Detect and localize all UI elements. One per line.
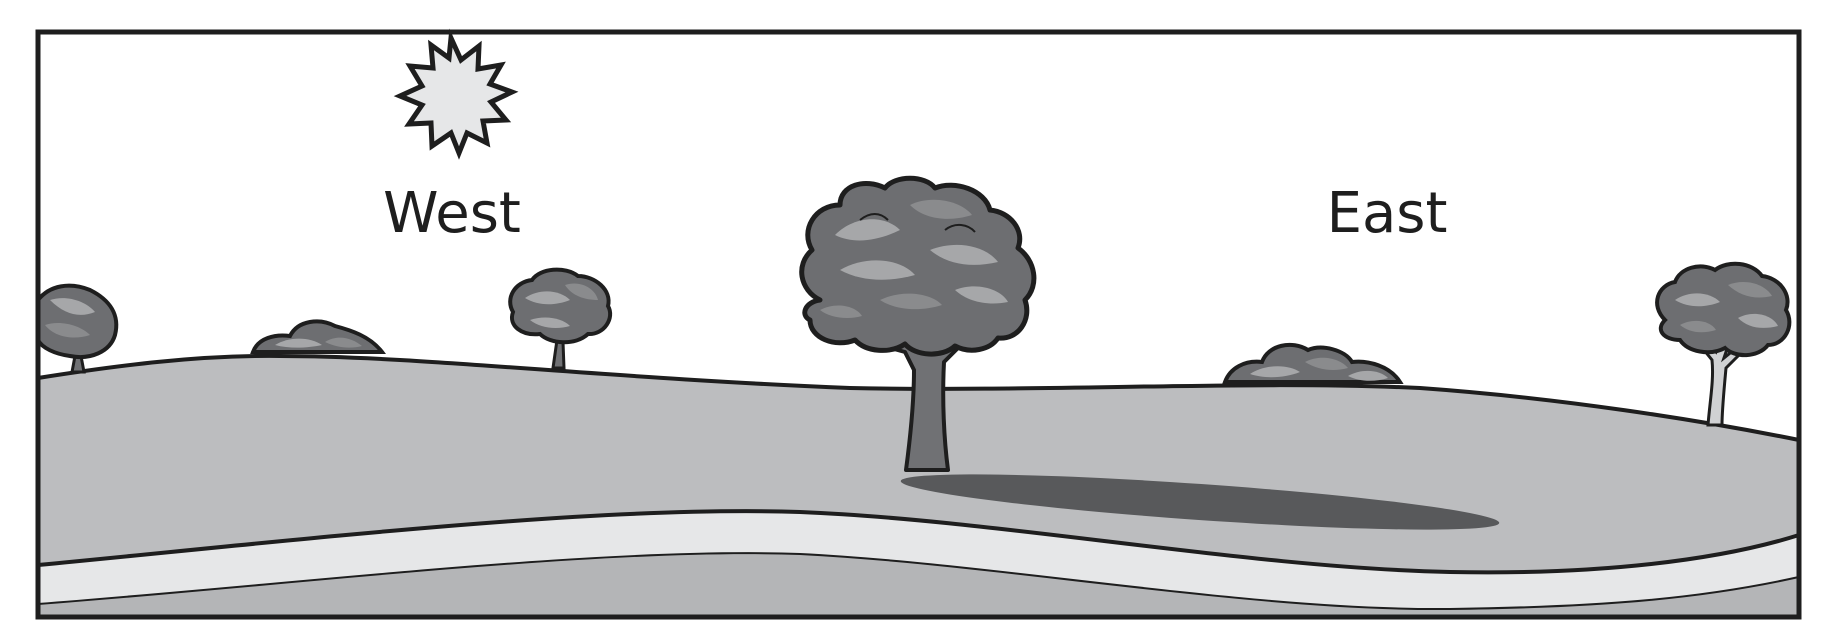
tree-central: [799, 175, 1037, 472]
frame-border: [35, 29, 1802, 620]
label-west: West: [383, 181, 521, 246]
sun-icon: [393, 28, 519, 160]
label-east: East: [1327, 181, 1448, 246]
tree-left-edge: [36, 283, 119, 374]
tree-small-west: [508, 267, 613, 370]
tree-right-edge: [1655, 261, 1792, 427]
bush-left: [250, 319, 387, 354]
bush-right: [1222, 342, 1404, 384]
foreground-strip: [38, 554, 1799, 617]
tree-shadow: [900, 474, 1500, 530]
